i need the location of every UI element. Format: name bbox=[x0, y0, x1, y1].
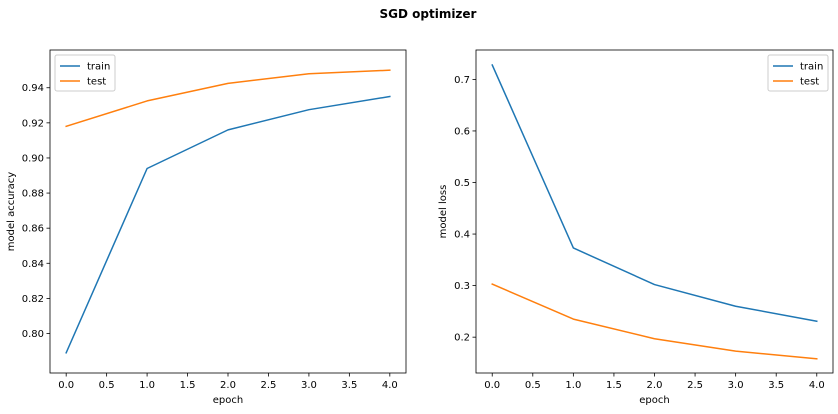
loss-y-tick-label: 0.7 bbox=[454, 75, 470, 86]
accuracy-x-tick-label: 2.0 bbox=[220, 380, 236, 391]
loss-x-tick-label: 0.0 bbox=[484, 380, 500, 391]
accuracy-y-tick-label: 0.94 bbox=[22, 83, 44, 94]
accuracy-y-tick-label: 0.80 bbox=[22, 329, 44, 340]
accuracy-x-tick-label: 3.0 bbox=[301, 380, 317, 391]
figure-title: SGD optimizer bbox=[380, 7, 477, 21]
accuracy-x-tick-label: 3.5 bbox=[341, 380, 357, 391]
loss-y-tick-label: 0.4 bbox=[454, 230, 470, 241]
loss-chart: 0.0 0.5 1.0 1.5 2.0 2.5 3.0 3.5 4.0 0.2 0.3 0.4 0.5 0… bbox=[438, 49, 834, 406]
accuracy-x-axis-label: epoch bbox=[213, 395, 243, 406]
loss-x-tick-label: 0.5 bbox=[525, 380, 541, 391]
loss-x-tick-label: 1.5 bbox=[606, 380, 622, 391]
loss-y-tick-label: 0.5 bbox=[454, 178, 470, 189]
loss-x-tick-label: 1.0 bbox=[565, 380, 581, 391]
loss-legend-label-test: test bbox=[800, 77, 819, 88]
accuracy-x-tick-label: 1.0 bbox=[139, 380, 155, 391]
loss-x-axis-label: epoch bbox=[639, 395, 669, 406]
accuracy-x-tick-label: 0.0 bbox=[58, 380, 74, 391]
accuracy-y-tick-label: 0.92 bbox=[22, 118, 44, 129]
accuracy-y-tick-label: 0.84 bbox=[22, 259, 44, 270]
accuracy-chart: 0.0 0.5 1.0 1.5 2.0 2.5 3.0 3.5 4.0 0.80 0.82 0.84 0… bbox=[6, 49, 407, 406]
loss-x-tick-label: 2.0 bbox=[647, 380, 663, 391]
accuracy-y-axis-label: model accuracy bbox=[6, 172, 17, 252]
loss-legend-box bbox=[767, 54, 829, 92]
accuracy-x-tick-label: 4.0 bbox=[382, 380, 398, 391]
loss-legend: train test bbox=[767, 54, 829, 92]
loss-x-tick-label: 3.5 bbox=[768, 380, 784, 391]
accuracy-y-tick-label: 0.86 bbox=[22, 224, 44, 235]
loss-y-tick-label: 0.2 bbox=[454, 333, 470, 344]
loss-legend-label-train: train bbox=[800, 62, 823, 73]
loss-y-tick-label: 0.6 bbox=[454, 126, 470, 137]
accuracy-legend-label-test: test bbox=[87, 77, 106, 88]
accuracy-x-tick-label: 0.5 bbox=[99, 380, 115, 391]
accuracy-x-tick-label: 2.5 bbox=[261, 380, 277, 391]
loss-x-tick-label: 2.5 bbox=[687, 380, 703, 391]
accuracy-legend-box bbox=[54, 54, 116, 92]
accuracy-y-tick-label: 0.82 bbox=[22, 294, 44, 305]
loss-x-tick-label: 3.0 bbox=[728, 380, 744, 391]
accuracy-x-tick-label: 1.5 bbox=[180, 380, 196, 391]
loss-y-tick-label: 0.3 bbox=[454, 281, 470, 292]
accuracy-legend: train test bbox=[54, 54, 116, 92]
loss-y-axis-label: model loss bbox=[438, 185, 449, 239]
accuracy-y-tick-label: 0.90 bbox=[22, 153, 44, 164]
accuracy-y-tick-label: 0.88 bbox=[22, 189, 44, 200]
loss-x-tick-label: 4.0 bbox=[809, 380, 825, 391]
accuracy-legend-label-train: train bbox=[87, 62, 110, 73]
